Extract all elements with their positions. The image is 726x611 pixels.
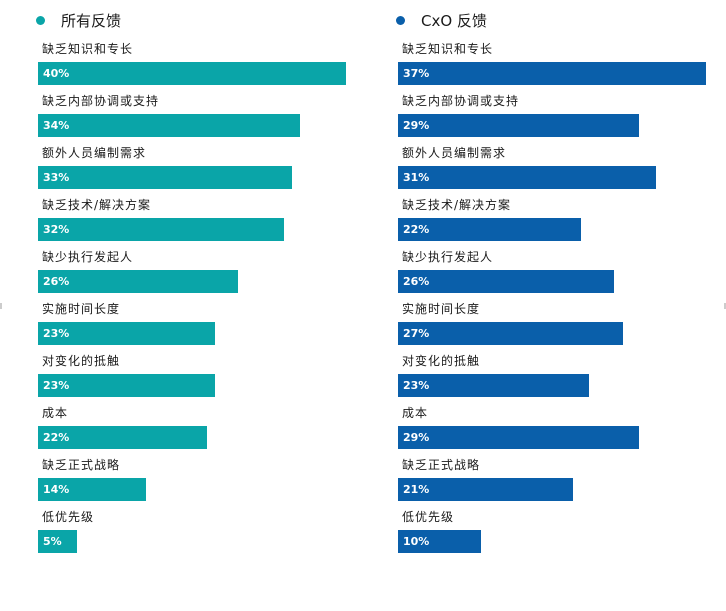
value-label: 23% [403,379,430,392]
bar-row: 缺乏技术/解决方案 32% [36,196,376,248]
legend: CxO 反馈 [396,10,487,30]
bar-row: 对变化的抵触 23% [36,352,376,404]
bar: 14% [38,478,146,501]
bar-row: 对变化的抵触 23% [396,352,726,404]
bar-row: 缺乏内部协调或支持 29% [396,92,726,144]
bar: 21% [398,478,573,501]
category-label: 对变化的抵触 [42,354,121,368]
chart-cxo-feedback: CxO 反馈 缺乏知识和专长 37% 缺乏内部协调或支持 29% 额外人员编制需求 31%… [396,0,726,611]
category-label: 实施时间长度 [402,302,481,316]
category-label: 缺少执行发起人 [402,250,494,264]
category-label: 缺乏内部协调或支持 [42,94,160,108]
value-label: 14% [43,483,70,496]
value-label: 5% [43,535,62,548]
value-label: 34% [43,119,70,132]
bar: 26% [38,270,238,293]
bar: 31% [398,166,656,189]
bar-row: 缺少执行发起人 26% [396,248,726,300]
value-label: 22% [43,431,70,444]
category-label: 低优先级 [42,510,95,524]
bar-row: 实施时间长度 23% [36,300,376,352]
bar-row: 成本 29% [396,404,726,456]
bar: 33% [38,166,292,189]
category-label: 实施时间长度 [42,302,121,316]
category-label: 缺乏知识和专长 [42,42,134,56]
value-label: 10% [403,535,430,548]
legend: 所有反馈 [36,10,121,30]
bar: 40% [38,62,346,85]
bar: 26% [398,270,614,293]
legend-dot-icon [396,15,405,25]
category-label: 低优先级 [402,510,455,524]
bar: 23% [398,374,589,397]
bar-row: 缺乏技术/解决方案 22% [396,196,726,248]
category-label: 缺少执行发起人 [42,250,134,264]
bar-row: 缺乏知识和专长 40% [36,40,376,92]
bar: 37% [398,62,706,85]
bar: 22% [398,218,581,241]
value-label: 26% [403,275,430,288]
value-label: 37% [403,67,430,80]
value-label: 31% [403,171,430,184]
bar-row: 成本 22% [36,404,376,456]
category-label: 缺乏正式战略 [42,458,121,472]
left-edge-mark [0,303,2,309]
bar: 29% [398,426,639,449]
value-label: 33% [43,171,70,184]
category-label: 缺乏知识和专长 [402,42,494,56]
category-label: 成本 [42,406,69,420]
category-label: 缺乏正式战略 [402,458,481,472]
value-label: 29% [403,431,430,444]
bar: 10% [398,530,481,553]
value-label: 32% [43,223,70,236]
value-label: 21% [403,483,430,496]
bar: 22% [38,426,207,449]
bar-row: 额外人员编制需求 33% [36,144,376,196]
legend-label: 所有反馈 [61,11,122,30]
value-label: 40% [43,67,70,80]
bar-row: 缺乏内部协调或支持 34% [36,92,376,144]
bar: 5% [38,530,77,553]
bar-row: 缺乏知识和专长 37% [396,40,726,92]
category-label: 缺乏技术/解决方案 [42,198,152,212]
value-label: 22% [403,223,430,236]
bar: 23% [38,322,215,345]
category-label: 成本 [402,406,429,420]
category-label: 额外人员编制需求 [402,146,507,160]
bar-row: 实施时间长度 27% [396,300,726,352]
bar: 27% [398,322,623,345]
category-label: 缺乏内部协调或支持 [402,94,520,108]
value-label: 29% [403,119,430,132]
value-label: 26% [43,275,70,288]
bar-row: 低优先级 10% [396,508,726,560]
value-label: 23% [43,379,70,392]
right-edge-mark [724,303,726,309]
bar-row: 额外人员编制需求 31% [396,144,726,196]
legend-label: CxO 反馈 [421,11,487,30]
category-label: 对变化的抵触 [402,354,481,368]
bar-row: 缺少执行发起人 26% [36,248,376,300]
bar-row: 缺乏正式战略 21% [396,456,726,508]
value-label: 27% [403,327,430,340]
chart-all-feedback: 所有反馈 缺乏知识和专长 40% 缺乏内部协调或支持 34% 额外人员编制需求 33% 缺乏… [36,0,376,611]
bar: 23% [38,374,215,397]
value-label: 23% [43,327,70,340]
bar-row: 缺乏正式战略 14% [36,456,376,508]
legend-dot-icon [36,15,45,25]
category-label: 额外人员编制需求 [42,146,147,160]
bar: 32% [38,218,284,241]
category-label: 缺乏技术/解决方案 [402,198,512,212]
bar: 29% [398,114,639,137]
bar: 34% [38,114,300,137]
bar-row: 低优先级 5% [36,508,376,560]
